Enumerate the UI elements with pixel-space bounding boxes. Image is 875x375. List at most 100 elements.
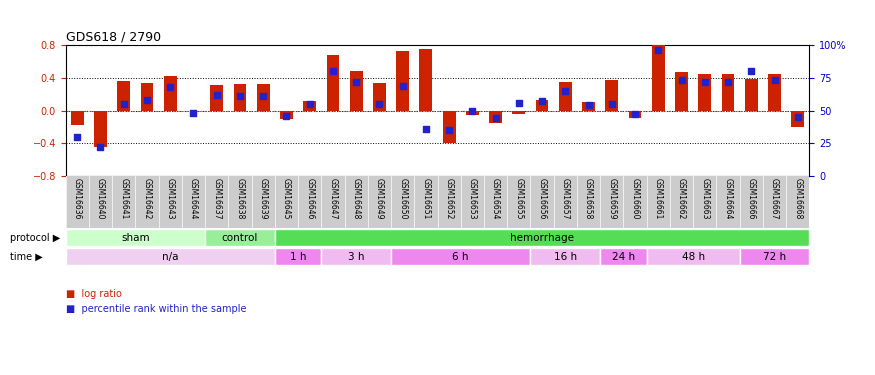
- Bar: [559, 82, 571, 111]
- Bar: [536, 100, 549, 111]
- Bar: [164, 76, 177, 111]
- Bar: [256, 84, 270, 111]
- Text: GSM16644: GSM16644: [189, 178, 198, 219]
- Bar: [489, 111, 502, 123]
- Text: GSM16657: GSM16657: [561, 178, 570, 219]
- Bar: [304, 100, 316, 111]
- Text: GSM16651: GSM16651: [422, 178, 430, 219]
- Text: GSM16662: GSM16662: [677, 178, 686, 219]
- Text: hemorrhage: hemorrhage: [510, 233, 574, 243]
- Point: [745, 68, 759, 74]
- Text: sham: sham: [121, 233, 150, 243]
- Bar: [396, 51, 409, 111]
- Point: [558, 88, 572, 94]
- Text: GSM16643: GSM16643: [165, 178, 175, 219]
- Text: GSM16667: GSM16667: [770, 178, 779, 219]
- Bar: [205, 230, 275, 246]
- Bar: [350, 71, 362, 111]
- Point: [303, 101, 317, 107]
- Bar: [530, 248, 600, 265]
- Text: 6 h: 6 h: [452, 252, 469, 262]
- Text: GSM16658: GSM16658: [584, 178, 593, 219]
- Bar: [443, 111, 456, 143]
- Text: GSM16646: GSM16646: [305, 178, 314, 219]
- Point: [70, 134, 84, 140]
- Bar: [280, 111, 293, 119]
- Text: GSM16650: GSM16650: [398, 178, 407, 219]
- Point: [767, 77, 781, 83]
- Text: GSM16641: GSM16641: [119, 178, 129, 219]
- Bar: [117, 81, 130, 111]
- Bar: [373, 84, 386, 111]
- Text: GSM16652: GSM16652: [444, 178, 453, 219]
- Text: 24 h: 24 h: [612, 252, 635, 262]
- Text: ■  log ratio: ■ log ratio: [66, 289, 122, 299]
- Text: GSM16640: GSM16640: [96, 178, 105, 219]
- Text: GSM16668: GSM16668: [794, 178, 802, 219]
- Text: 16 h: 16 h: [554, 252, 577, 262]
- Text: GSM16654: GSM16654: [491, 178, 500, 219]
- Text: GSM16637: GSM16637: [213, 178, 221, 219]
- Point: [791, 114, 805, 120]
- Bar: [676, 72, 688, 111]
- Bar: [722, 75, 734, 111]
- Text: GSM16638: GSM16638: [235, 178, 244, 219]
- Bar: [739, 248, 809, 265]
- Point: [675, 77, 689, 83]
- Bar: [466, 111, 479, 115]
- Bar: [391, 248, 530, 265]
- Bar: [71, 111, 84, 125]
- Point: [697, 79, 711, 85]
- Point: [326, 68, 340, 74]
- Bar: [141, 82, 153, 111]
- Point: [605, 101, 619, 107]
- Bar: [94, 111, 107, 147]
- Bar: [652, 45, 665, 111]
- Text: GSM16642: GSM16642: [143, 178, 151, 219]
- Text: 3 h: 3 h: [348, 252, 364, 262]
- Text: GSM16639: GSM16639: [259, 178, 268, 219]
- Point: [651, 47, 665, 53]
- Point: [512, 100, 526, 106]
- Point: [233, 93, 247, 99]
- Text: GSM16636: GSM16636: [73, 178, 81, 219]
- Point: [721, 79, 735, 85]
- Point: [582, 102, 596, 108]
- Point: [140, 97, 154, 103]
- Bar: [745, 80, 758, 111]
- Text: 72 h: 72 h: [763, 252, 786, 262]
- Point: [396, 82, 410, 88]
- Text: time ▶: time ▶: [10, 252, 43, 262]
- Bar: [321, 248, 391, 265]
- Text: control: control: [221, 233, 258, 243]
- Text: protocol ▶: protocol ▶: [10, 233, 60, 243]
- Point: [488, 116, 502, 122]
- Text: 1 h: 1 h: [290, 252, 306, 262]
- Bar: [210, 85, 223, 111]
- Text: GSM16664: GSM16664: [724, 178, 732, 219]
- Text: n/a: n/a: [162, 252, 178, 262]
- Point: [210, 92, 224, 98]
- Text: GSM16649: GSM16649: [374, 178, 384, 219]
- Bar: [66, 230, 205, 246]
- Text: 48 h: 48 h: [682, 252, 704, 262]
- Bar: [513, 111, 525, 114]
- Bar: [234, 84, 247, 111]
- Point: [442, 127, 456, 133]
- Text: GSM16648: GSM16648: [352, 178, 360, 219]
- Bar: [66, 248, 275, 265]
- Point: [349, 79, 363, 85]
- Text: GSM16666: GSM16666: [746, 178, 756, 219]
- Bar: [606, 80, 619, 111]
- Text: GSM16663: GSM16663: [700, 178, 710, 219]
- Bar: [326, 55, 340, 111]
- Bar: [582, 102, 595, 111]
- Text: GSM16645: GSM16645: [282, 178, 290, 219]
- Bar: [275, 248, 321, 265]
- Point: [94, 144, 108, 150]
- Bar: [275, 230, 809, 246]
- Point: [419, 126, 433, 132]
- Text: ■  percentile rank within the sample: ■ percentile rank within the sample: [66, 304, 246, 314]
- Text: GDS618 / 2790: GDS618 / 2790: [66, 31, 161, 44]
- Text: GSM16660: GSM16660: [631, 178, 640, 219]
